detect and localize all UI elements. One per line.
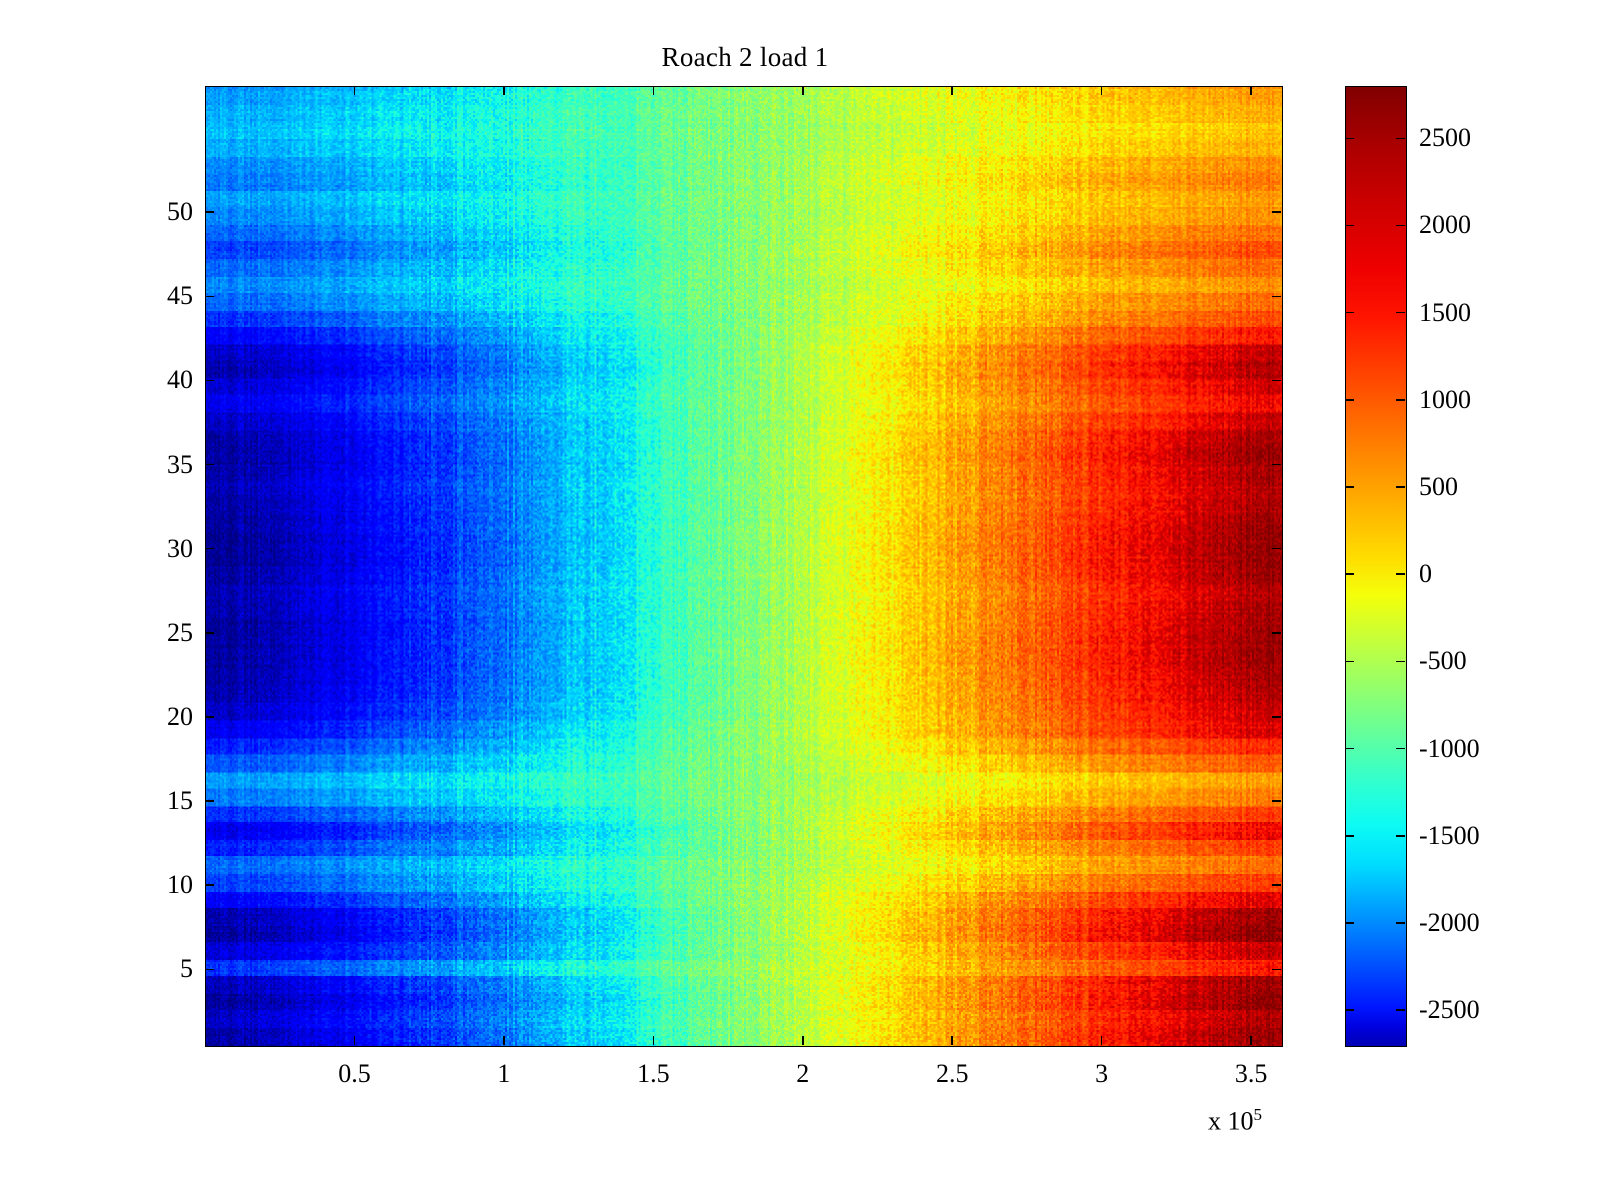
y-axis-tick-label: 30 <box>167 533 193 563</box>
x-axis-tick-mark <box>1250 86 1252 95</box>
y-axis-tick-label: 15 <box>167 786 193 816</box>
x-axis-tick-mark <box>353 86 356 95</box>
y-axis-tick-mark <box>1272 211 1281 213</box>
colorbar-tick-mark <box>1345 399 1354 401</box>
colorbar-tick-mark <box>1396 399 1405 401</box>
colorbar-tick-label: 2000 <box>1419 210 1471 240</box>
y-axis-tick-mark <box>1272 295 1281 298</box>
y-axis-tick-mark <box>1272 463 1281 466</box>
y-axis-tick-mark <box>205 295 214 298</box>
y-axis-tick-label: 5 <box>180 954 193 984</box>
y-axis-tick-label: 50 <box>167 197 193 227</box>
colorbar-tick-label: -1000 <box>1419 733 1480 763</box>
x-axis-tick-label: 2 <box>796 1059 810 1088</box>
y-axis-tick-mark <box>205 884 214 886</box>
x-axis-tick-mark <box>652 1036 655 1045</box>
colorbar-tick-label: 1500 <box>1419 297 1471 327</box>
colorbar-tick-mark <box>1396 137 1405 140</box>
colorbar-tick-label: 0 <box>1419 559 1432 589</box>
x-axis-tick-mark <box>802 86 804 95</box>
x-axis-tick-mark <box>1250 1036 1252 1045</box>
heatmap-axes[interactable] <box>205 86 1283 1047</box>
y-axis-tick-label: 45 <box>167 281 193 311</box>
colorbar-tick-mark <box>1345 486 1354 488</box>
y-axis-tick-label: 20 <box>167 701 193 731</box>
colorbar-tick-mark <box>1345 660 1354 663</box>
y-axis-tick-mark <box>1272 800 1281 802</box>
x-axis-tick-mark <box>353 1036 356 1045</box>
y-axis-tick-mark <box>205 632 214 634</box>
y-axis-tick-mark <box>1272 968 1281 971</box>
x-axis-tick-label: 1.5 <box>637 1059 670 1088</box>
colorbar-tick-label: 500 <box>1419 472 1458 502</box>
x-axis-tick-mark <box>1100 86 1103 95</box>
colorbar-tick-label: -2000 <box>1419 907 1480 937</box>
colorbar-tick-mark <box>1345 311 1354 314</box>
colorbar-tick-mark <box>1396 660 1405 663</box>
x-axis-tick-label: 0.5 <box>338 1059 371 1088</box>
colorbar-tick-mark <box>1345 747 1354 750</box>
x-exponent-power: 5 <box>1253 1105 1263 1124</box>
y-axis-tick-mark <box>1272 379 1281 382</box>
x-axis-tick-label: 1 <box>497 1059 511 1088</box>
y-axis-tick-mark <box>1272 547 1281 550</box>
y-axis-tick-mark <box>1272 632 1281 634</box>
y-axis-tick-label: 35 <box>167 449 193 479</box>
colorbar-tick-label: -1500 <box>1419 820 1480 850</box>
x-axis-tick-mark <box>1100 1036 1103 1045</box>
y-axis-tick-label: 40 <box>167 365 193 395</box>
y-axis-tick-mark <box>205 716 214 718</box>
colorbar-tick-mark <box>1396 224 1405 227</box>
colorbar-tick-label: 1000 <box>1419 384 1471 414</box>
x-axis-exponent-label: x 105 <box>1208 1105 1262 1137</box>
y-axis-tick-mark <box>205 968 214 971</box>
x-exponent-base: x 10 <box>1208 1106 1254 1136</box>
y-axis-tick-mark <box>1272 716 1281 718</box>
x-axis-tick-mark <box>652 86 655 95</box>
colorbar-tick-mark <box>1345 137 1354 140</box>
y-axis-tick-mark <box>205 547 214 550</box>
y-axis-tick-label: 25 <box>167 617 193 647</box>
y-axis-tick-mark <box>205 379 214 382</box>
colorbar-tick-mark <box>1396 922 1405 924</box>
y-axis-tick-mark <box>1272 884 1281 886</box>
colorbar-tick-mark <box>1345 573 1354 575</box>
colorbar-tick-label: 2500 <box>1419 123 1471 153</box>
x-axis-tick-label: 3 <box>1095 1059 1109 1088</box>
colorbar-tick-mark <box>1345 922 1354 924</box>
colorbar-tick-mark <box>1396 486 1405 488</box>
x-axis-tick-mark <box>802 1036 804 1045</box>
x-axis-tick-mark <box>503 1036 505 1045</box>
y-axis-tick-mark <box>205 463 214 466</box>
colorbar-tick-mark <box>1396 747 1405 750</box>
heatmap-image <box>206 87 1282 1046</box>
x-axis-tick-mark <box>951 86 953 95</box>
colorbar-tick-mark <box>1396 311 1405 314</box>
colorbar-tick-mark <box>1396 1009 1405 1011</box>
colorbar-tick-label: -500 <box>1419 646 1467 676</box>
colorbar-tick-mark <box>1396 835 1405 837</box>
x-axis-tick-label: 3.5 <box>1234 1059 1268 1088</box>
colorbar-tick-label: -2500 <box>1419 995 1480 1025</box>
x-axis-tick-mark <box>503 86 505 95</box>
x-axis-tick-mark <box>951 1036 953 1045</box>
colorbar-tick-mark <box>1345 835 1354 837</box>
colorbar[interactable] <box>1345 86 1407 1047</box>
y-axis-tick-mark <box>205 800 214 802</box>
x-axis-tick-label: 2.5 <box>935 1059 969 1088</box>
chart-title: Roach 2 load 1 <box>661 42 829 72</box>
colorbar-tick-mark <box>1396 573 1405 575</box>
y-axis-tick-mark <box>205 211 214 213</box>
colorbar-tick-mark <box>1345 1009 1354 1011</box>
y-axis-tick-label: 10 <box>167 870 193 900</box>
colorbar-tick-mark <box>1345 224 1354 227</box>
